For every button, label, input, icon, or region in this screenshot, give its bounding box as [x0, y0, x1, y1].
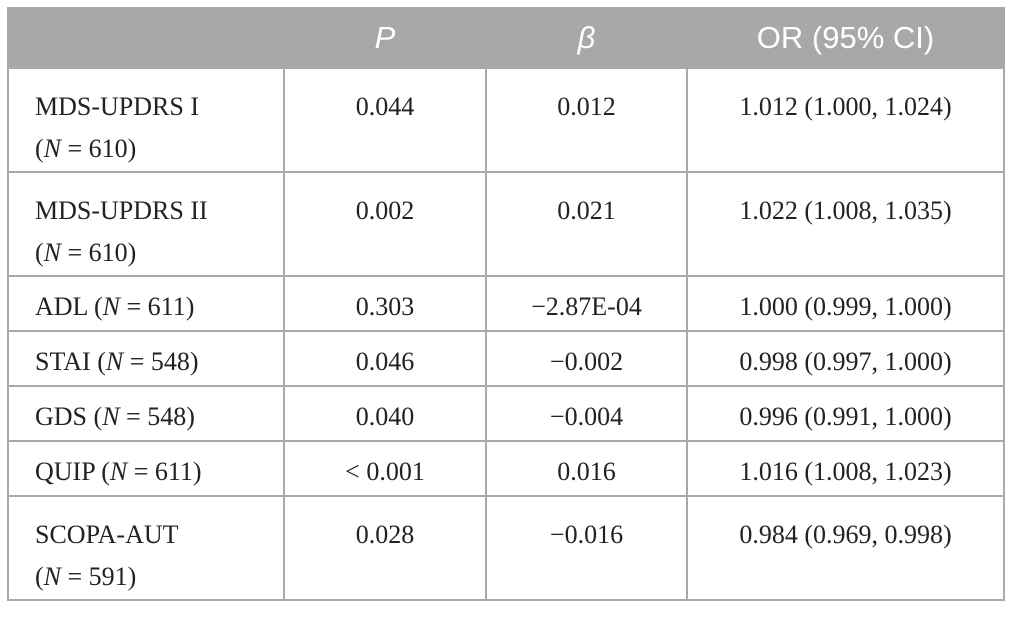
table-cell: −0.002: [485, 330, 688, 387]
row-label: MDS-UPDRS II (N = 610): [7, 171, 285, 277]
table-cell: 0.046: [283, 330, 487, 387]
row-label: GDS (N = 548): [7, 385, 285, 442]
table-cell: −2.87E-04: [485, 275, 688, 332]
header-cell: P: [283, 7, 487, 69]
row-label: SCOPA-AUT (N = 591): [7, 495, 285, 601]
table-cell: −0.004: [485, 385, 688, 442]
header-cell: β: [485, 7, 688, 69]
table-row: GDS (N = 548) 0.040 −0.004 0.996 (0.991, 1.…: [7, 385, 1005, 442]
table-row: STAI (N = 548) 0.046 −0.002 0.998 (0.997, 1…: [7, 330, 1005, 387]
table-cell: 0.040: [283, 385, 487, 442]
table-cell: 0.012: [485, 67, 688, 173]
table-cell: 0.028: [283, 495, 487, 601]
results-table: P β OR (95% CI) MDS-UPDRS I (N = 610) 0.0…: [7, 7, 1005, 601]
table-cell: 0.002: [283, 171, 487, 277]
row-label: ADL (N = 611): [7, 275, 285, 332]
table-cell: 0.303: [283, 275, 487, 332]
table-cell: 1.000 (0.999, 1.000): [686, 275, 1005, 332]
table-cell: 0.044: [283, 67, 487, 173]
table-cell: < 0.001: [283, 440, 487, 497]
row-label: MDS-UPDRS I (N = 610): [7, 67, 285, 173]
table-cell: 1.022 (1.008, 1.035): [686, 171, 1005, 277]
table-row: MDS-UPDRS I (N = 610) 0.044 0.012 1.012 (1.…: [7, 67, 1005, 173]
header-cell: OR (95% CI): [686, 7, 1005, 69]
table-cell: 0.021: [485, 171, 688, 277]
table-row: MDS-UPDRS II (N = 610) 0.002 0.021 1.022 (1…: [7, 171, 1005, 277]
table-row: ADL (N = 611) 0.303 −2.87E-04 1.000 (0.999,…: [7, 275, 1005, 332]
table-cell: 0.984 (0.969, 0.998): [686, 495, 1005, 601]
table-row: QUIP (N = 611) < 0.001 0.016 1.016 (1.008, …: [7, 440, 1005, 497]
table-cell: 1.012 (1.000, 1.024): [686, 67, 1005, 173]
table-cell: 0.998 (0.997, 1.000): [686, 330, 1005, 387]
table-cell: 0.016: [485, 440, 688, 497]
row-label: QUIP (N = 611): [7, 440, 285, 497]
table-cell: 0.996 (0.991, 1.000): [686, 385, 1005, 442]
header-row: P β OR (95% CI): [7, 7, 1005, 69]
header-cell: [7, 7, 285, 69]
table-cell: −0.016: [485, 495, 688, 601]
table-cell: 1.016 (1.008, 1.023): [686, 440, 1005, 497]
table-row: SCOPA-AUT (N = 591) 0.028 −0.016 0.984 (0.9…: [7, 495, 1005, 601]
row-label: STAI (N = 548): [7, 330, 285, 387]
